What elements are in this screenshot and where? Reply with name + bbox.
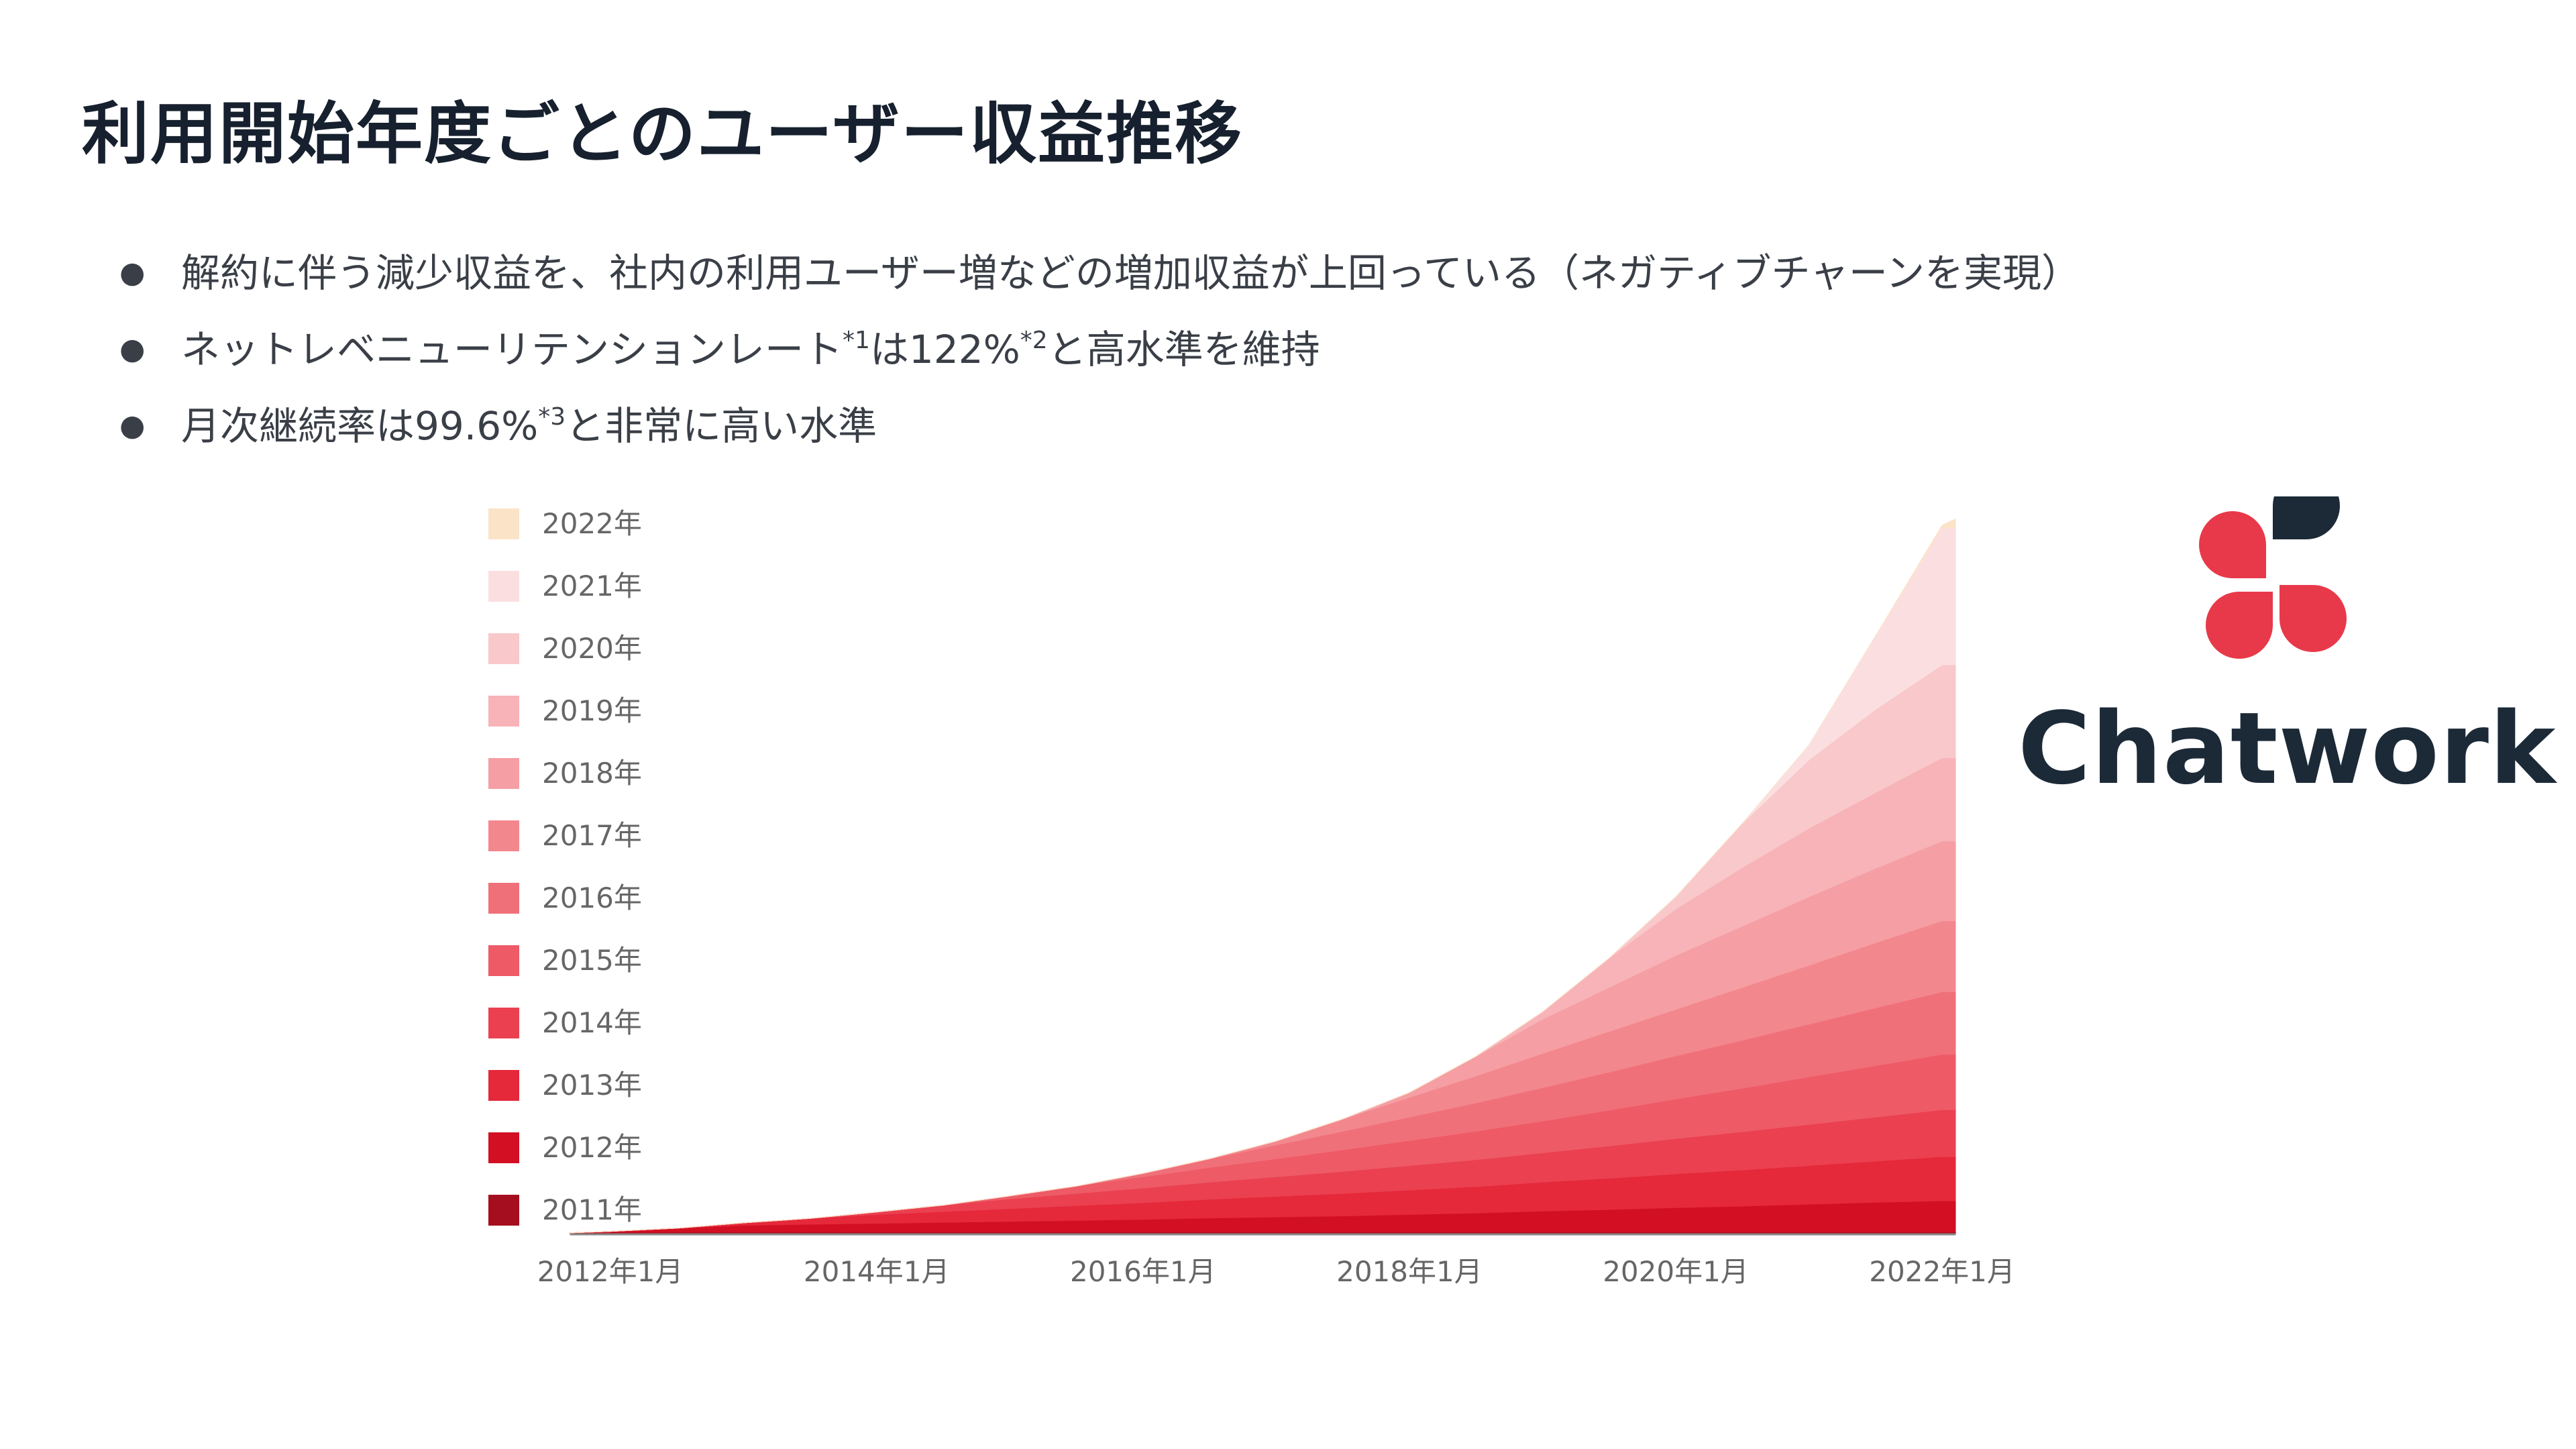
legend-label-2019年: 2019年 [542,694,642,727]
chatwork-logo-mark-icon [2199,472,2347,659]
legend-swatch-2020年 [488,633,519,664]
logo-petal-navy [2273,472,2340,539]
area-layers [570,518,1956,1235]
bullet-text: と非常に高い水準 [566,403,877,449]
bullet-list: ● 解約に伴う減少収益を、社内の利用ユーザー増などの増加収益が上回っている（ネガ… [114,235,2080,464]
legend-swatch-2011年 [488,1195,519,1226]
bullet-item-negative-churn: ● 解約に伴う減少収益を、社内の利用ユーザー増などの増加収益が上回っている（ネガ… [114,235,2080,311]
legend-label-2017年: 2017年 [542,819,642,852]
bullet-text: は122% [869,327,1020,372]
footnote-marker: *1 [843,327,870,354]
bullet-dot-icon: ● [119,256,146,290]
stacked-area-chart: 2012年1月 2014年1月 2016年1月 2018年1月 2020年1月 2022年… [470,490,2012,1295]
x-tick-label: 2012年1月 [537,1255,684,1288]
bullet-dot-icon: ● [119,409,146,443]
legend-swatch-2021年 [488,571,519,602]
legend-swatch-2015年 [488,945,519,976]
bullet-dot-icon: ● [119,332,146,366]
legend-label-2018年: 2018年 [542,757,642,790]
legend-swatch-2013年 [488,1070,519,1101]
bullet-text: と高水準を維持 [1047,327,1320,372]
legend-label-2012年: 2012年 [542,1131,642,1164]
area-series-2022年 [570,518,1956,1234]
legend-label-2016年: 2016年 [542,881,642,914]
page-title: 利用開始年度ごとのユーザー収益推移 [82,95,1243,173]
legend-label-2020年: 2020年 [542,632,642,665]
legend-label-2011年: 2011年 [542,1193,642,1226]
bullet-text: ネットレベニューリテンションレート [181,327,843,372]
legend-swatch-2012年 [488,1132,519,1163]
legend-swatch-2019年 [488,696,519,727]
x-tick-label: 2014年1月 [804,1255,950,1288]
x-tick-label: 2020年1月 [1603,1255,1749,1288]
legend-swatch-2016年 [488,883,519,914]
legend-label-2021年: 2021年 [542,570,642,602]
bullet-text: 月次継続率は99.6% [181,403,539,449]
bullet-item-retention: ● 月次継続率は99.6%*3と非常に高い水準 [114,388,2080,464]
legend-swatch-2018年 [488,758,519,789]
logo-petal-red-bottom [2206,592,2273,659]
legend-label-2015年: 2015年 [542,944,642,977]
logo-petal-red-left [2199,511,2266,578]
x-tick-label: 2016年1月 [1070,1255,1216,1288]
legend-label-2014年: 2014年 [542,1006,642,1039]
x-tick-label: 2022年1月 [1869,1255,2012,1288]
bullet-text: 解約に伴う減少収益を、社内の利用ユーザー増などの増加収益が上回っている（ネガティ… [181,250,2080,296]
logo-petal-red-right [2279,585,2347,652]
legend-swatch-2022年 [488,508,519,539]
bullet-item-nrr: ● ネットレベニューリテンションレート*1は122%*2と高水準を維持 [114,311,2080,388]
x-tick-label: 2018年1月 [1336,1255,1483,1288]
footnote-marker: *2 [1020,327,1048,354]
legend-swatch-2014年 [488,1008,519,1038]
legend-label-2013年: 2013年 [542,1069,642,1102]
chart-canvas: 2012年1月 2014年1月 2016年1月 2018年1月 2020年1月 2022年… [488,507,2012,1288]
legend-label-2022年: 2022年 [542,507,642,540]
footnote-marker: *3 [538,403,566,431]
legend: 2022年 2021年 2020年 2019年 2018年 2017年 2016年 2015年… [488,507,642,1226]
chatwork-logo-text: Chatwork [2018,691,2557,806]
chatwork-logo: Chatwork [2012,472,2555,806]
legend-swatch-2017年 [488,820,519,851]
